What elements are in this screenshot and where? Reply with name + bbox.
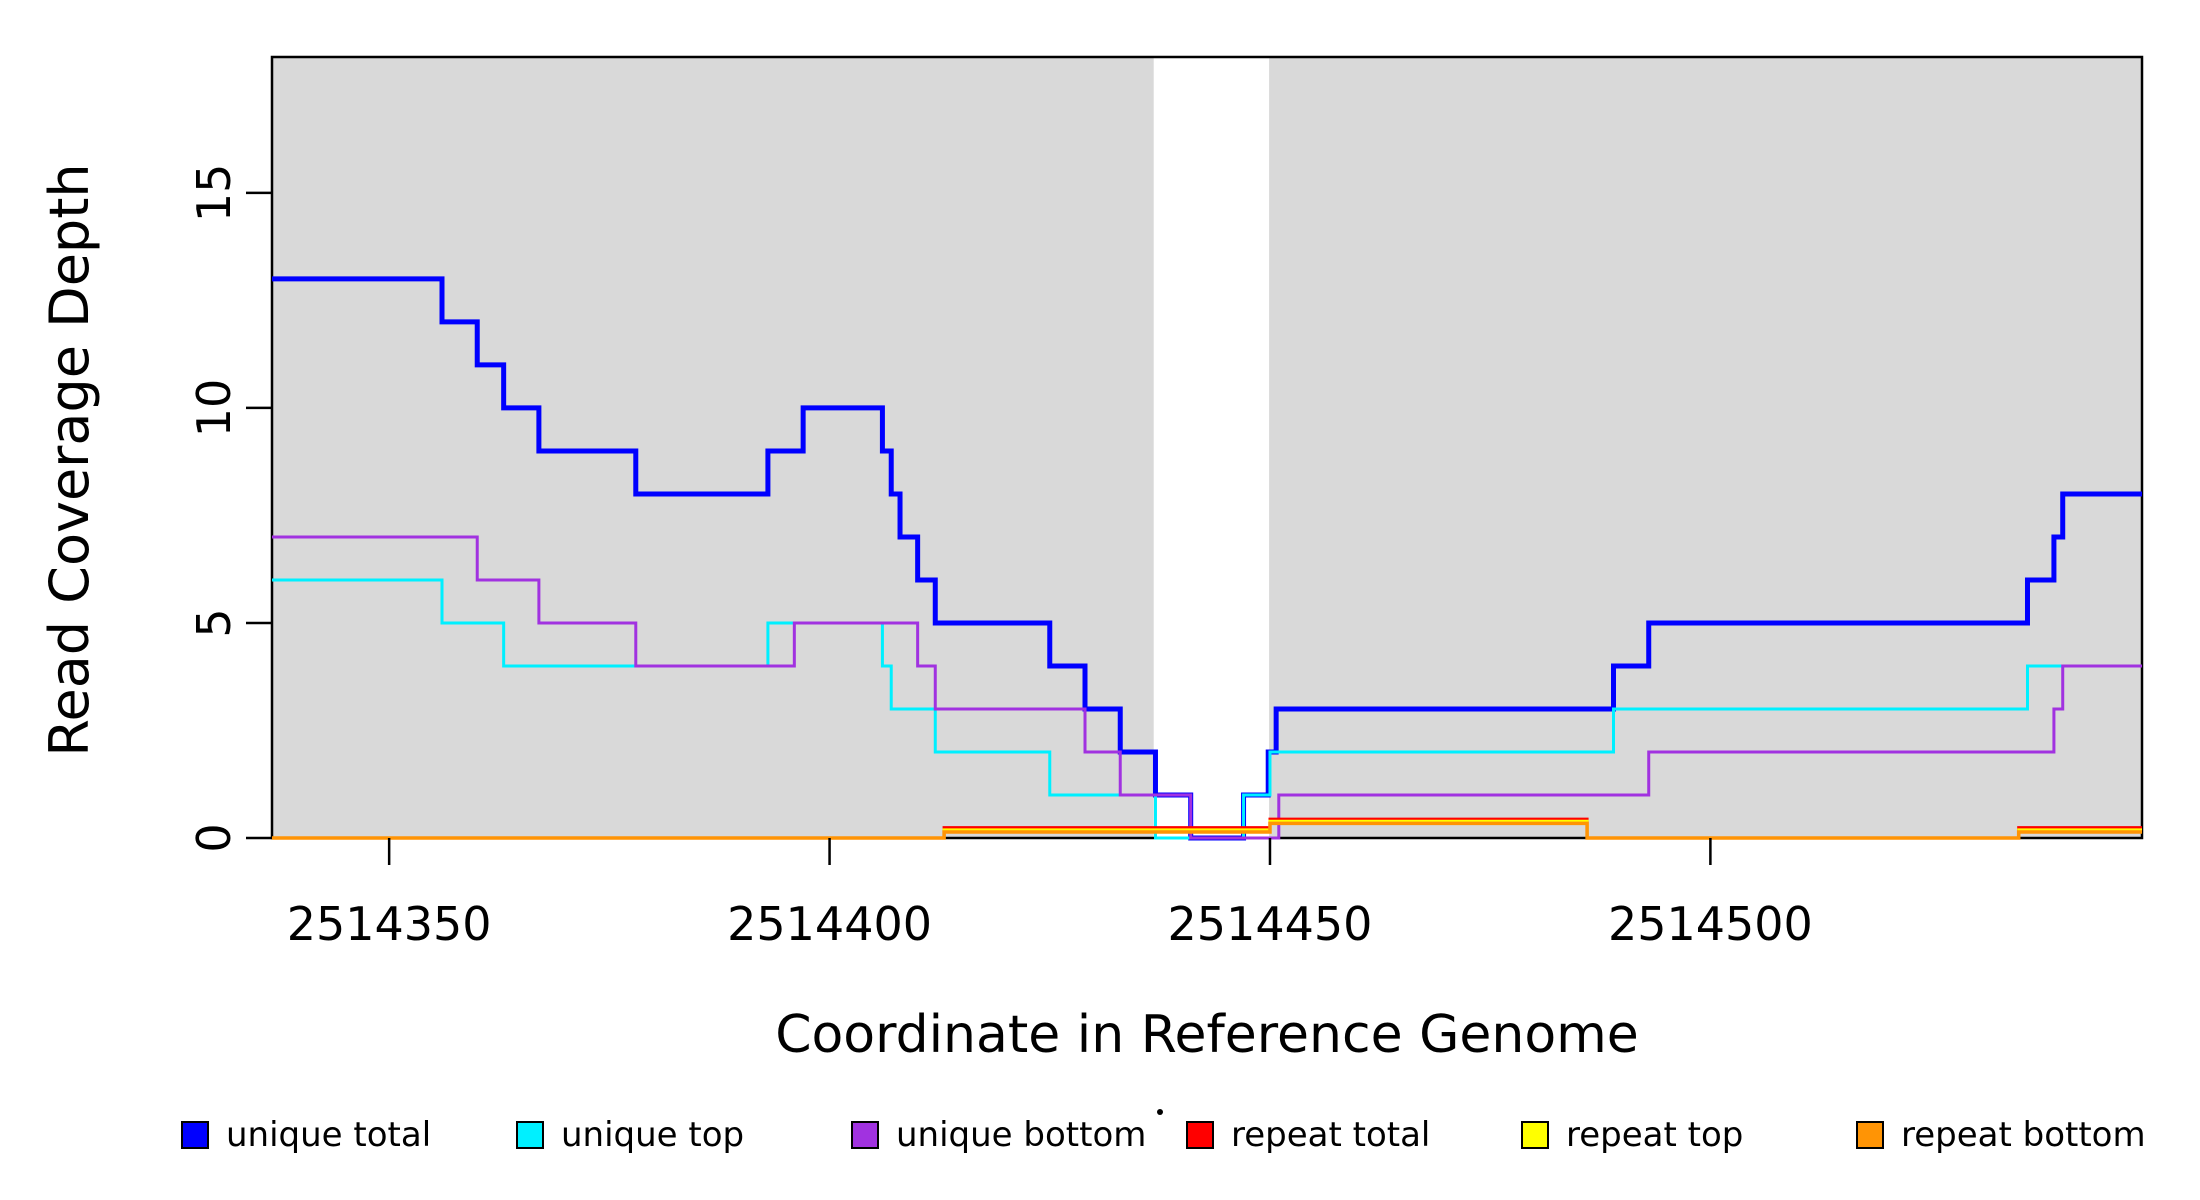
series-line-unique-total bbox=[272, 276, 2142, 841]
y-tick-label: 15 bbox=[187, 164, 241, 223]
legend-swatch-icon bbox=[1856, 1121, 1884, 1149]
x-axis-title: Coordinate in Reference Genome bbox=[775, 1005, 1639, 1065]
x-tick-label: 2514500 bbox=[1608, 897, 1813, 951]
legend-swatch-icon bbox=[1186, 1121, 1214, 1149]
legend-label: unique top bbox=[561, 1115, 744, 1155]
legend-swatch-icon bbox=[1521, 1121, 1549, 1149]
legend-label: repeat total bbox=[1231, 1115, 1430, 1155]
shaded-region bbox=[1269, 57, 2142, 838]
y-tick-label: 0 bbox=[187, 823, 241, 852]
stray-dot bbox=[1157, 1109, 1163, 1115]
legend-layer: unique total unique top unique bottom repea… bbox=[181, 1109, 2146, 1155]
legend-label: unique total bbox=[226, 1115, 431, 1155]
legend-swatch-icon bbox=[181, 1121, 209, 1149]
x-tick-label: 2514450 bbox=[1168, 897, 1373, 951]
legend-item-repeat-top: repeat top bbox=[1521, 1115, 1743, 1155]
legend-swatch-icon bbox=[516, 1121, 544, 1149]
legend-item-repeat-total: repeat total bbox=[1186, 1115, 1430, 1155]
legend-label: unique bottom bbox=[896, 1115, 1146, 1155]
y-tick-label: 5 bbox=[187, 608, 241, 637]
legend-item-unique-top: unique top bbox=[516, 1115, 744, 1155]
legend-item-unique-bottom: unique bottom bbox=[851, 1115, 1146, 1155]
panel-background-layer bbox=[272, 57, 2142, 838]
legend-swatch-icon bbox=[851, 1121, 879, 1149]
legend-item-repeat-bottom: repeat bottom bbox=[1856, 1115, 2146, 1155]
legend-item-unique-total: unique total bbox=[181, 1115, 431, 1155]
series-line-unique-bottom bbox=[272, 535, 2142, 840]
y-tick-label: 10 bbox=[187, 379, 241, 438]
series-line-repeat-bottom bbox=[272, 821, 2142, 840]
shaded-region bbox=[272, 57, 1154, 838]
series-layer bbox=[272, 276, 2142, 841]
legend-label: repeat top bbox=[1566, 1115, 1743, 1155]
series-line-unique-top bbox=[272, 578, 2142, 840]
x-tick-label: 2514350 bbox=[287, 897, 492, 951]
axis-ticks-layer: 2514350 2514400 2514450 2514500 0 5 10 15 bbox=[187, 164, 1813, 951]
x-tick-label: 2514400 bbox=[727, 897, 932, 951]
legend-label: repeat bottom bbox=[1901, 1115, 2146, 1155]
y-axis-title: Read Coverage Depth bbox=[38, 163, 101, 756]
